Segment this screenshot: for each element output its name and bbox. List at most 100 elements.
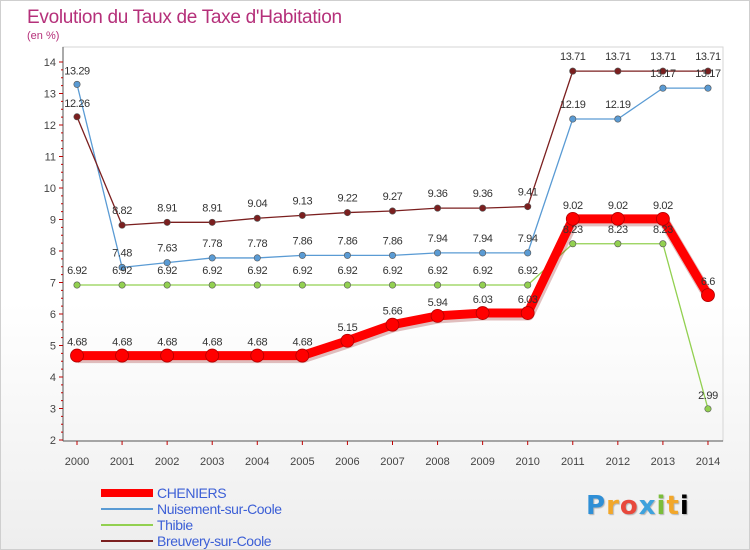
- x-tick-label: 2010: [515, 456, 539, 468]
- data-point: [475, 306, 490, 320]
- legend-swatch-cheniers: [101, 489, 153, 497]
- legend-label-thibie: Thibie: [157, 517, 193, 533]
- data-label: 9.02: [563, 200, 583, 212]
- x-tick-label: 2006: [335, 456, 359, 468]
- logo-letter: i: [679, 491, 690, 521]
- data-label: 7.86: [338, 235, 358, 247]
- data-point: [656, 211, 670, 226]
- data-point: [479, 204, 487, 212]
- data-label: 13.71: [695, 51, 721, 63]
- data-point: [430, 308, 445, 323]
- data-label: 13.17: [650, 68, 676, 80]
- data-point: [434, 249, 442, 257]
- y-tick-label: 2: [50, 435, 56, 447]
- chart-subtitle: (en %): [27, 30, 60, 42]
- data-point: [73, 80, 81, 88]
- data-label: 7.48: [112, 247, 132, 259]
- y-tick-label: 10: [44, 183, 56, 195]
- data-label: 13.71: [560, 51, 586, 63]
- data-label: 5.15: [338, 322, 358, 334]
- data-label: 6.03: [518, 294, 538, 306]
- data-label: 6.92: [428, 265, 448, 277]
- data-point: [434, 281, 442, 289]
- data-point: [343, 209, 351, 217]
- data-label: 13.17: [695, 68, 721, 80]
- data-label: 12.26: [64, 98, 90, 110]
- data-label: 9.22: [338, 193, 358, 205]
- data-label: 5.66: [383, 306, 403, 318]
- data-label: 8.91: [157, 202, 177, 214]
- data-label: 4.68: [112, 337, 132, 349]
- data-point: [614, 115, 622, 123]
- x-tick-label: 2005: [290, 456, 314, 468]
- x-tick-label: 2013: [651, 456, 675, 468]
- data-label: 6.92: [157, 265, 177, 277]
- logo-letter: P: [586, 491, 607, 521]
- data-point: [565, 211, 580, 226]
- data-point: [118, 263, 126, 271]
- legend-swatch-breuvery: [101, 540, 153, 542]
- x-tick-label: 2003: [200, 456, 224, 468]
- data-label: 6.03: [473, 294, 493, 306]
- data-point: [704, 84, 712, 92]
- data-label: 6.92: [247, 265, 267, 277]
- data-label: 13.29: [64, 65, 90, 77]
- data-point: [659, 67, 667, 75]
- data-label: 5.94: [428, 297, 448, 309]
- data-point: [388, 281, 396, 289]
- y-tick-label: 13: [44, 89, 56, 101]
- data-point: [569, 115, 577, 123]
- data-label: 12.19: [560, 99, 586, 111]
- legend-item-breuvery: Breuvery-sur-Coole: [101, 533, 361, 549]
- data-point: [701, 288, 715, 303]
- data-point: [610, 211, 625, 226]
- x-tick-label: 2001: [110, 456, 134, 468]
- data-label: 6.92: [67, 265, 87, 277]
- data-point: [479, 249, 487, 257]
- data-point: [524, 249, 532, 257]
- data-label: 2.99: [698, 390, 718, 402]
- data-label: 7.94: [428, 233, 448, 245]
- legend-item-thibie: Thibie: [101, 517, 361, 533]
- legend-item-nuisement: Nuisement-sur-Coole: [101, 501, 361, 517]
- data-point: [614, 67, 622, 75]
- data-point: [163, 281, 171, 289]
- x-tick-label: 2014: [696, 456, 720, 468]
- data-point: [479, 281, 487, 289]
- x-tick-label: 2009: [470, 456, 494, 468]
- logo-letter: r: [606, 491, 620, 521]
- data-label: 9.13: [292, 195, 312, 207]
- data-label: 6.6: [701, 276, 715, 288]
- y-tick-label: 9: [50, 215, 56, 227]
- data-point: [340, 333, 355, 348]
- proxiti-logo: Proxiti: [586, 491, 690, 521]
- data-point: [343, 281, 351, 289]
- x-tick-label: 2000: [65, 456, 89, 468]
- logo-letter: i: [656, 491, 667, 521]
- data-point: [704, 405, 712, 413]
- data-label: 8.91: [202, 202, 222, 214]
- data-point: [160, 348, 175, 363]
- data-point: [253, 281, 261, 289]
- logo-letter: o: [619, 491, 639, 521]
- logo-letter: t: [666, 491, 680, 521]
- data-label: 8.23: [653, 224, 673, 236]
- data-point: [659, 84, 667, 92]
- data-label: 9.27: [383, 191, 403, 203]
- x-tick-label: 2002: [155, 456, 179, 468]
- data-point: [118, 281, 126, 289]
- data-label: 7.86: [383, 235, 403, 247]
- data-point: [704, 67, 712, 75]
- data-label: 8.23: [563, 224, 583, 236]
- y-tick-label: 14: [44, 57, 56, 69]
- legend-swatch-thibie: [101, 524, 153, 526]
- data-point: [388, 207, 396, 215]
- data-label: 8.23: [608, 224, 628, 236]
- data-point: [298, 281, 306, 289]
- data-point: [524, 281, 532, 289]
- data-label: 7.63: [157, 243, 177, 255]
- y-tick-label: 4: [50, 372, 56, 384]
- data-label: 6.92: [473, 265, 493, 277]
